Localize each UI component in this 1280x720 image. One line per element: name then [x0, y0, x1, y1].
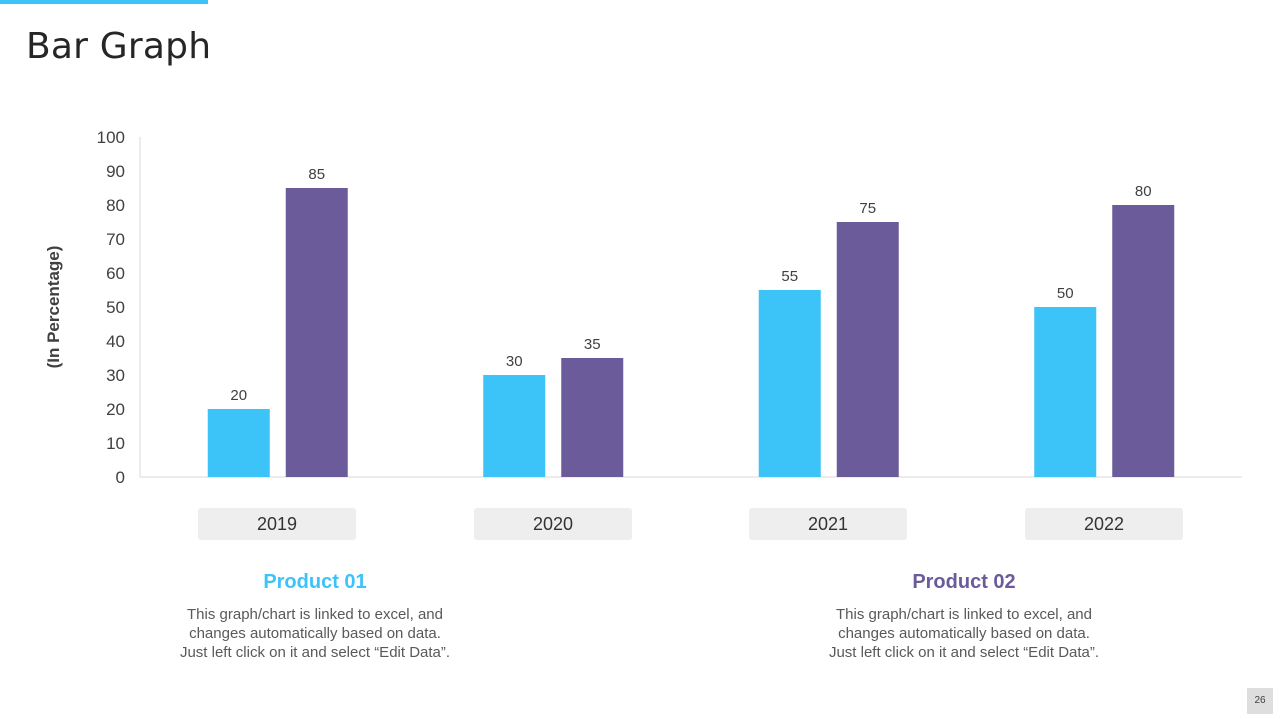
- data-label: 80: [1135, 183, 1152, 200]
- page-number: 26: [1247, 688, 1273, 714]
- y-tick-label: 70: [106, 230, 125, 249]
- data-label: 50: [1057, 285, 1074, 302]
- y-tick-label: 0: [116, 468, 125, 487]
- bar-product-02-2020: [561, 358, 624, 477]
- y-tick-label: 50: [106, 298, 125, 317]
- legend-product-02-title: Product 02: [912, 571, 1016, 593]
- category-label-2020: 2020: [474, 508, 632, 540]
- slide-title: Bar Graph: [26, 26, 212, 67]
- y-tick-label: 30: [106, 366, 125, 385]
- bar-product-01-2019: [207, 409, 270, 477]
- data-label: 35: [584, 336, 601, 353]
- legend-product-02-line: changes automatically based on data.: [838, 625, 1090, 642]
- y-tick-label: 90: [106, 162, 125, 181]
- legend-product-01-description: This graph/chart is linked to excel, and…: [145, 605, 485, 662]
- bar-product-01-2021: [758, 290, 821, 477]
- y-tick-label: 60: [106, 264, 125, 283]
- data-label: 75: [859, 200, 876, 217]
- legend-product-01-title: Product 01: [263, 571, 367, 593]
- y-tick-label: 100: [97, 128, 125, 147]
- bar-product-02-2021: [836, 222, 899, 477]
- legend-product-02-line: Just left click on it and select “Edit D…: [828, 644, 1100, 661]
- data-label: 30: [506, 353, 523, 370]
- accent-bar: [0, 0, 208, 4]
- category-label-2022: 2022: [1025, 508, 1183, 540]
- legend-product-01-line: This graph/chart is linked to excel, and: [187, 606, 443, 623]
- legend-product-01-line: Just left click on it and select “Edit D…: [179, 644, 451, 661]
- legend-product-02-description: This graph/chart is linked to excel, and…: [794, 605, 1134, 662]
- legend-product-01-line: changes automatically based on data.: [189, 625, 441, 642]
- bar-product-01-2020: [483, 375, 546, 477]
- bar-product-01-2022: [1034, 307, 1097, 477]
- data-label: 20: [230, 387, 247, 404]
- y-axis-title: (In Percentage): [44, 246, 63, 369]
- category-label-2021: 2021: [749, 508, 907, 540]
- y-tick-label: 40: [106, 332, 125, 351]
- bar-chart[interactable]: 0 10 20 30 40 50 60 70 80 90 100 (In Percentage) 20 8…: [0, 0, 1280, 500]
- bar-product-02-2022: [1112, 205, 1175, 477]
- category-label-2019: 2019: [198, 508, 356, 540]
- data-label: 85: [308, 166, 325, 183]
- bar-product-02-2019: [285, 188, 348, 477]
- legend-product-02-line: This graph/chart is linked to excel, and: [836, 606, 1092, 623]
- y-tick-label: 10: [106, 434, 125, 453]
- y-tick-label: 20: [106, 400, 125, 419]
- y-tick-label: 80: [106, 196, 125, 215]
- data-label: 55: [781, 268, 798, 285]
